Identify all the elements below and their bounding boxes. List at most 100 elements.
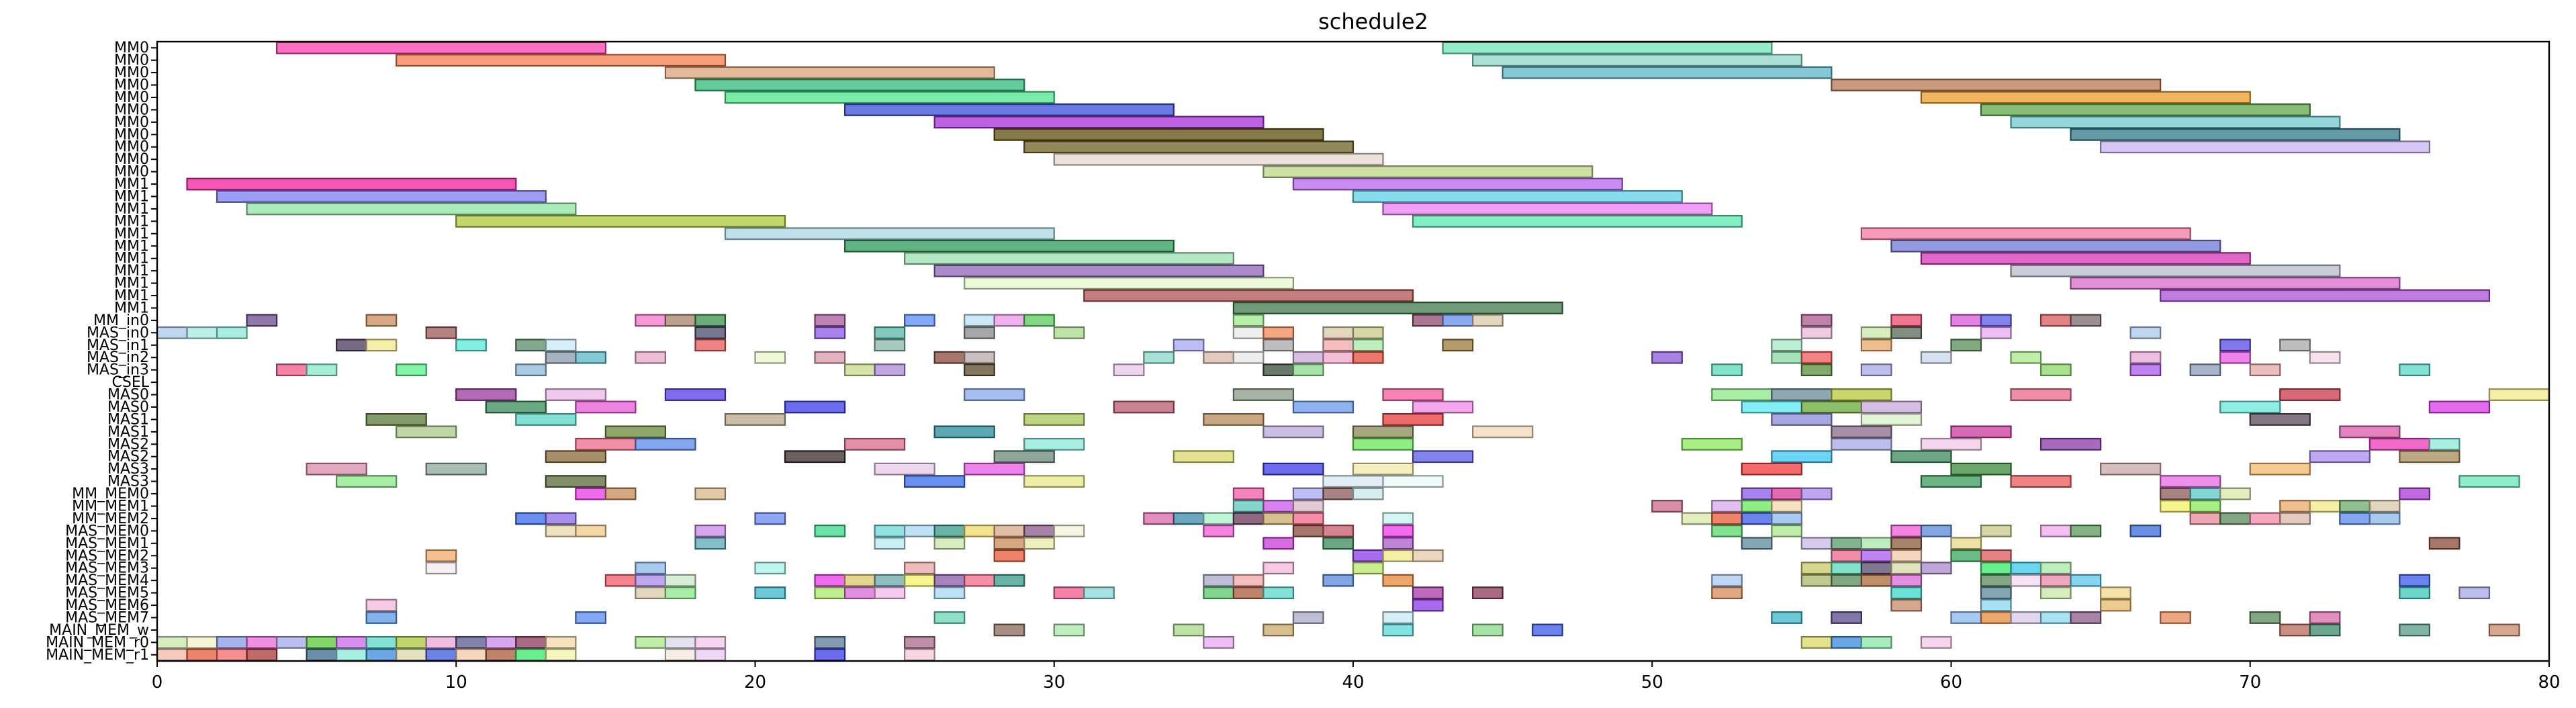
- task-bar: [1172, 623, 1205, 637]
- y-tick-label: MAS1: [107, 411, 149, 428]
- task-bar: [933, 524, 966, 537]
- task-bar: [1143, 351, 1175, 364]
- task-bar: [545, 648, 577, 662]
- task-bar: [1860, 326, 1892, 339]
- task-bar: [545, 450, 606, 463]
- task-bar: [2100, 586, 2131, 599]
- task-bar: [1292, 351, 1324, 364]
- task-bar: [1771, 339, 1802, 352]
- x-tick-label: 10: [445, 672, 467, 693]
- task-bar: [1711, 388, 1773, 401]
- task-bar: [1681, 512, 1713, 525]
- task-bar: [664, 586, 696, 599]
- task-bar: [754, 512, 786, 525]
- task-bar: [2070, 574, 2102, 587]
- task-bar: [2070, 314, 2102, 327]
- task-bar: [993, 537, 1025, 550]
- task-bar: [724, 227, 1055, 240]
- task-bar: [2368, 500, 2401, 513]
- task-bar: [1741, 487, 1773, 500]
- task-bar: [2399, 450, 2460, 463]
- task-bar: [2488, 623, 2520, 637]
- task-bar: [575, 611, 606, 624]
- task-bar: [1831, 574, 1863, 587]
- task-bar: [1292, 524, 1324, 537]
- task-bar: [1292, 611, 1324, 624]
- task-bar: [1203, 635, 1235, 649]
- task-bar: [1352, 326, 1384, 339]
- task-bar: [485, 648, 517, 662]
- task-bar: [2010, 611, 2042, 624]
- task-bar: [1113, 400, 1175, 414]
- task-bar: [1980, 574, 2012, 587]
- task-bar: [2160, 487, 2191, 500]
- task-bar: [575, 524, 606, 537]
- task-bar: [694, 537, 727, 550]
- task-bar: [1800, 574, 1833, 587]
- task-bar: [1083, 289, 1414, 302]
- task-bar: [1322, 351, 1354, 364]
- y-tick-label: MM0: [114, 114, 149, 131]
- task-bar: [843, 437, 906, 451]
- task-bar: [1203, 351, 1235, 364]
- task-bar: [455, 214, 786, 228]
- task-bar: [2488, 388, 2550, 401]
- y-tick-label: MAS_MEM3: [65, 560, 149, 577]
- task-bar: [1083, 586, 1115, 599]
- task-bar: [1262, 623, 1295, 637]
- task-bar: [515, 413, 577, 426]
- task-bar: [2129, 326, 2162, 339]
- task-bar: [1023, 437, 1085, 451]
- task-bar: [1412, 214, 1743, 228]
- task-bar: [2368, 437, 2431, 451]
- task-bar: [1800, 562, 1833, 575]
- x-axis: 0 10 20 30 40 50 60 70 80: [152, 661, 2561, 693]
- task-bar: [993, 623, 1025, 637]
- task-bar: [455, 339, 487, 352]
- task-bar: [1890, 537, 1923, 550]
- task-bar: [2458, 586, 2491, 599]
- task-bar: [2129, 524, 2162, 537]
- y-tick-label: MM_MEM1: [72, 498, 149, 515]
- y-tick-label: MAIN_MEM_w: [49, 622, 149, 639]
- task-bar: [1741, 512, 1773, 525]
- task-bar: [1651, 500, 1683, 513]
- task-bar: [1980, 611, 2012, 624]
- task-bar: [1232, 512, 1264, 525]
- task-bar: [1920, 524, 1952, 537]
- task-bar: [993, 450, 1055, 463]
- task-bar: [1711, 574, 1743, 587]
- y-tick-label: MM1: [114, 176, 149, 193]
- task-bar: [724, 413, 786, 426]
- task-bar: [515, 512, 547, 525]
- task-bar: [1890, 450, 1952, 463]
- y-tick-label: MAS_MEM1: [65, 535, 149, 552]
- task-bar: [1920, 437, 1982, 451]
- task-bar: [1023, 413, 1085, 426]
- task-bar: [1890, 524, 1923, 537]
- task-bar: [1771, 388, 1833, 401]
- task-bar: [664, 388, 727, 401]
- task-bar: [2399, 586, 2431, 599]
- task-bar: [814, 635, 846, 649]
- task-bar: [1860, 562, 1892, 575]
- task-bar: [1442, 339, 1474, 352]
- task-bar: [545, 475, 606, 488]
- task-bar: [1203, 586, 1235, 599]
- task-bar: [2368, 512, 2401, 525]
- task-bar: [1502, 66, 1833, 79]
- task-bar: [874, 574, 906, 587]
- task-bar: [425, 462, 487, 476]
- task-bar: [2249, 363, 2281, 377]
- task-bar: [1053, 326, 1085, 339]
- task-bar: [1741, 537, 1773, 550]
- task-bar: [365, 635, 398, 649]
- task-bar: [694, 314, 727, 327]
- task-bar: [874, 524, 906, 537]
- y-tick-label: MAS_in3: [87, 362, 149, 379]
- task-bar: [1262, 500, 1295, 513]
- task-bar: [1800, 326, 1833, 339]
- task-bar: [2100, 462, 2162, 476]
- y-tick-label: MAS0: [107, 399, 149, 416]
